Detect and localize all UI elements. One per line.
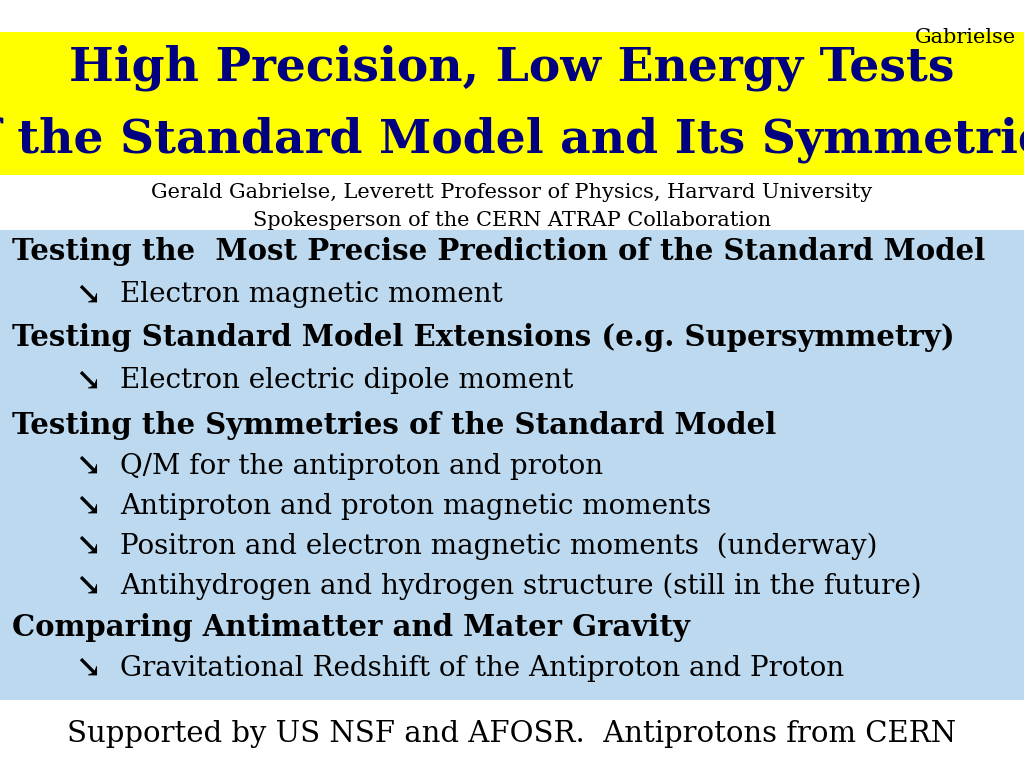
- Bar: [0, 175, 1024, 230]
- Text: Testing Standard Model Extensions (e.g. Supersymmetry): Testing Standard Model Extensions (e.g. …: [12, 323, 954, 352]
- Text: Positron and electron magnetic moments  (underway): Positron and electron magnetic moments (…: [120, 532, 878, 560]
- Text: Antiproton and proton magnetic moments: Antiproton and proton magnetic moments: [120, 492, 711, 519]
- Text: ↘: ↘: [75, 366, 100, 396]
- Text: ↘: ↘: [75, 653, 100, 684]
- Bar: [0, 700, 1024, 768]
- Text: Supported by US NSF and AFOSR.  Antiprotons from CERN: Supported by US NSF and AFOSR. Antiproto…: [68, 720, 956, 748]
- Text: Testing the  Most Precise Prediction of the Standard Model: Testing the Most Precise Prediction of t…: [12, 237, 985, 266]
- Text: Testing the Symmetries of the Standard Model: Testing the Symmetries of the Standard M…: [12, 411, 776, 439]
- Text: Spokesperson of the CERN ATRAP Collaboration: Spokesperson of the CERN ATRAP Collabora…: [253, 211, 771, 230]
- Text: Electron magnetic moment: Electron magnetic moment: [120, 282, 503, 309]
- Text: ↘: ↘: [75, 571, 100, 601]
- Text: Gravitational Redshift of the Antiproton and Proton: Gravitational Redshift of the Antiproton…: [120, 654, 844, 681]
- Text: ↘: ↘: [75, 491, 100, 521]
- Text: Gerald Gabrielse, Leverett Professor of Physics, Harvard University: Gerald Gabrielse, Leverett Professor of …: [152, 184, 872, 203]
- Bar: [0, 230, 1024, 700]
- Text: Q/M for the antiproton and proton: Q/M for the antiproton and proton: [120, 452, 603, 479]
- Text: ↘: ↘: [75, 280, 100, 310]
- Text: ↘: ↘: [75, 451, 100, 482]
- Text: ↘: ↘: [75, 531, 100, 561]
- Text: of the Standard Model and Its Symmetries: of the Standard Model and Its Symmetries: [0, 116, 1024, 163]
- Text: Electron electric dipole moment: Electron electric dipole moment: [120, 368, 573, 395]
- Text: Comparing Antimatter and Mater Gravity: Comparing Antimatter and Mater Gravity: [12, 614, 690, 643]
- Text: Antihydrogen and hydrogen structure (still in the future): Antihydrogen and hydrogen structure (sti…: [120, 572, 922, 600]
- Bar: [0, 32, 1024, 175]
- Text: High Precision, Low Energy Tests: High Precision, Low Energy Tests: [70, 45, 954, 91]
- Text: Gabrielse: Gabrielse: [914, 28, 1016, 47]
